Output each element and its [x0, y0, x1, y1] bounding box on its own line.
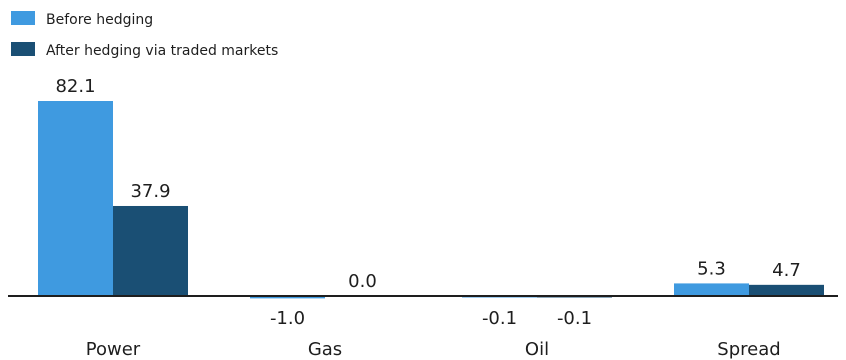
- value-label-power-series-0: 82.1: [55, 76, 95, 97]
- value-label-power-series-1: 37.9: [130, 181, 170, 202]
- bar-gas-series-0: [250, 296, 325, 299]
- category-label-oil: Oil: [525, 339, 549, 360]
- value-label-oil-series-1: -0.1: [557, 308, 592, 329]
- legend-swatch-after: [11, 42, 35, 56]
- legend: Before hedging After hedging via traded …: [11, 11, 278, 59]
- category-label-gas: Gas: [308, 339, 342, 360]
- category-label-power: Power: [86, 339, 141, 360]
- value-labels: 82.1 37.9 -1.0 0.0 -0.1 -0.1 5.3 4.7: [55, 76, 800, 329]
- value-label-spread-series-1: 4.7: [772, 260, 801, 281]
- legend-swatch-before: [11, 11, 35, 25]
- bars: [38, 101, 824, 299]
- legend-label-after: After hedging via traded markets: [46, 43, 278, 59]
- value-label-gas-series-0: -1.0: [270, 308, 305, 329]
- value-label-oil-series-0: -0.1: [482, 308, 517, 329]
- bar-power-series-0: [38, 101, 113, 296]
- value-label-gas-series-1: 0.0: [348, 271, 377, 292]
- bar-spread-series-0: [674, 283, 749, 296]
- legend-label-before: Before hedging: [46, 12, 153, 28]
- value-label-spread-series-0: 5.3: [697, 258, 726, 279]
- bar-spread-series-1: [749, 284, 824, 296]
- category-labels: Power Gas Oil Spread: [86, 339, 781, 360]
- category-label-spread: Spread: [717, 339, 780, 360]
- bar-power-series-1: [113, 205, 188, 296]
